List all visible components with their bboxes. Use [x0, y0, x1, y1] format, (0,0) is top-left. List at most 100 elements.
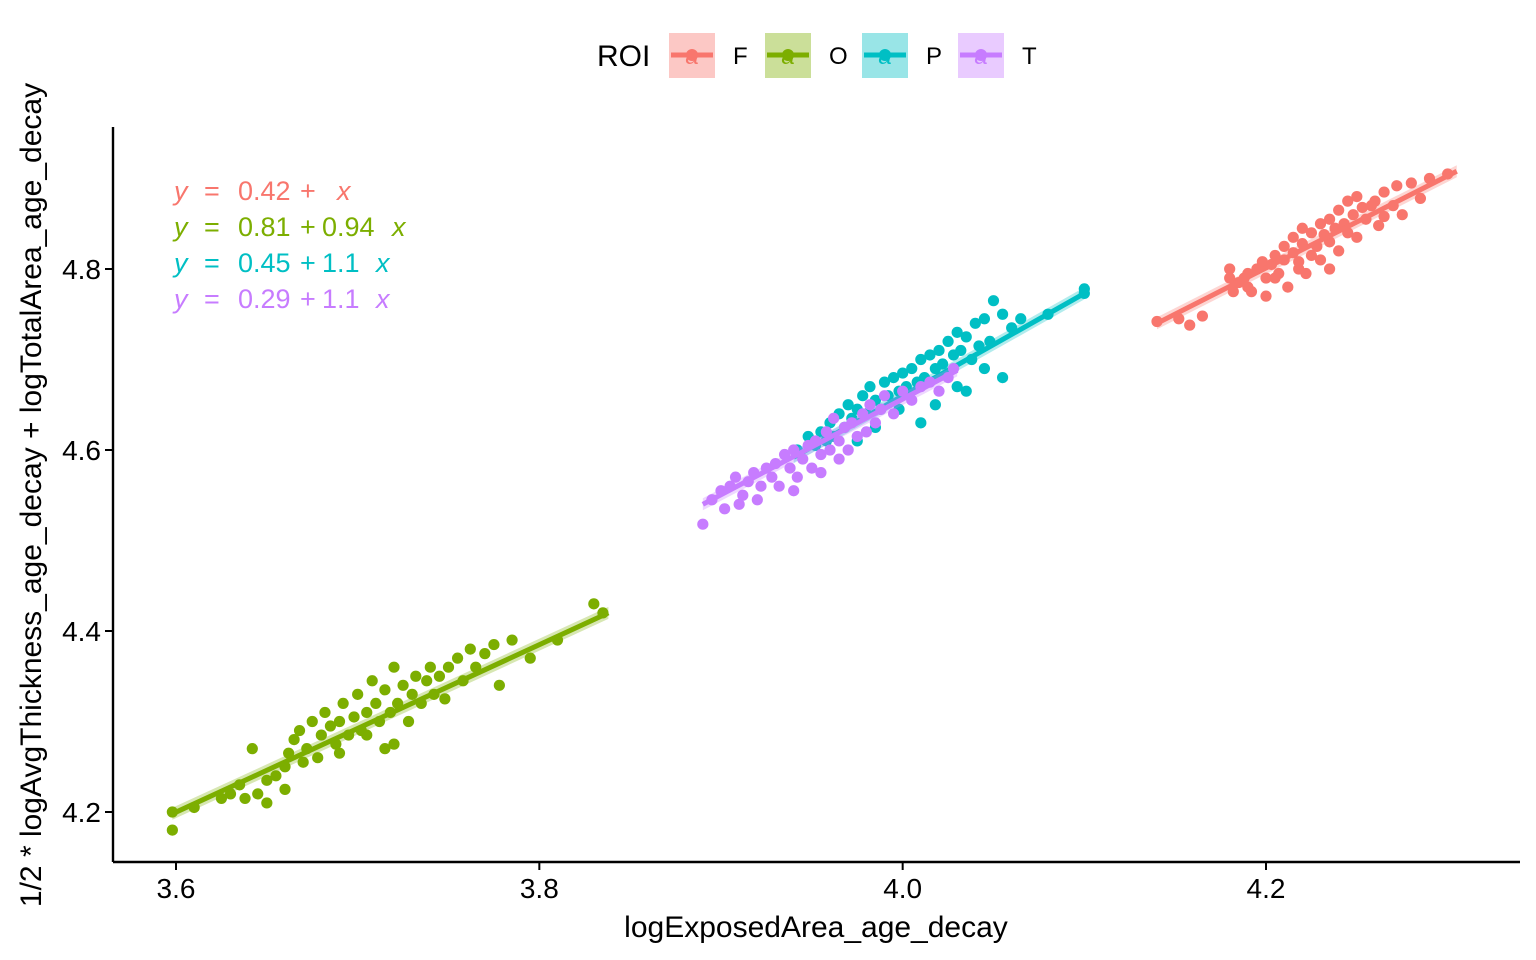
- x-tick-label: 3.6: [157, 873, 196, 904]
- point-T: [897, 385, 909, 397]
- series-T: [697, 362, 960, 530]
- legend-key-letter: a: [974, 43, 987, 70]
- point-T: [755, 480, 767, 492]
- point-P: [942, 335, 954, 347]
- axes: 3.6 3.8 4.0 4.2 4.2 4.4 4.6 4.8: [62, 127, 1520, 904]
- equation-eq: =: [204, 284, 220, 314]
- legend-key-point: [686, 49, 698, 61]
- point-T: [933, 385, 945, 397]
- point-O: [324, 720, 337, 732]
- point-P: [864, 381, 876, 393]
- point-F: [1282, 281, 1294, 293]
- regression-equations: y = 0.42 + x y = 0.81 +0.94 x y = 0.45 +1.1 x y = 0.29 +1.…: [172, 176, 407, 314]
- series-O: [166, 598, 610, 836]
- point-O: [252, 788, 264, 800]
- y-axis-title: 1/2 * logAvgThickness_age_decay + logTot…: [15, 83, 48, 907]
- point-O: [337, 697, 349, 710]
- equation-var: x: [390, 212, 407, 242]
- point-F: [1260, 290, 1272, 302]
- point-F: [1391, 180, 1403, 192]
- point-F: [1296, 222, 1308, 234]
- point-O: [293, 724, 306, 737]
- equation-slope: 1.1: [322, 284, 360, 314]
- point-O: [319, 706, 331, 719]
- point-T: [833, 435, 845, 447]
- point-P: [951, 326, 963, 338]
- equation-plus: +: [300, 248, 316, 278]
- point-O: [215, 792, 228, 805]
- point-O: [270, 770, 282, 782]
- point-F: [1369, 195, 1381, 207]
- point-P: [978, 362, 991, 375]
- point-O: [402, 715, 415, 728]
- point-T: [860, 426, 872, 438]
- point-O: [166, 824, 178, 836]
- point-F: [1305, 227, 1318, 239]
- point-O: [348, 711, 360, 723]
- point-P: [996, 372, 1009, 384]
- equation-intercept: 0.42: [238, 176, 291, 206]
- y-tick-label: 4.6: [62, 435, 101, 466]
- equation-var: x: [374, 248, 391, 278]
- point-F: [1351, 191, 1363, 203]
- legend-key-letter: a: [781, 43, 794, 70]
- equation-plus: +: [300, 284, 316, 314]
- point-F: [1224, 272, 1236, 284]
- point-O: [297, 756, 309, 768]
- point-F: [1245, 286, 1258, 298]
- point-T: [737, 489, 749, 501]
- point-T: [788, 485, 800, 497]
- legend-title: ROI: [597, 40, 650, 73]
- point-T: [869, 417, 882, 429]
- point-O: [361, 729, 373, 741]
- legend-label-O: O: [829, 43, 848, 70]
- legend-key-letter: a: [878, 43, 891, 70]
- legend-label-F: F: [733, 43, 748, 70]
- point-F: [1269, 272, 1281, 284]
- point-P: [887, 372, 900, 384]
- point-O: [406, 688, 418, 700]
- point-P: [933, 344, 945, 357]
- point-P: [987, 295, 1000, 307]
- equation-lhs: y: [172, 176, 189, 206]
- point-T: [878, 390, 891, 402]
- point-O: [421, 675, 433, 687]
- y-tick-label: 4.8: [62, 254, 101, 285]
- point-O: [288, 734, 300, 746]
- point-O: [410, 670, 422, 682]
- point-P: [915, 417, 927, 429]
- point-F: [1414, 192, 1427, 205]
- point-P: [960, 331, 972, 343]
- point-O: [588, 598, 600, 610]
- equation-plus: +: [300, 212, 316, 242]
- point-O: [261, 774, 273, 786]
- point-F: [1314, 254, 1327, 266]
- point-F: [1314, 218, 1327, 230]
- point-O: [333, 715, 346, 728]
- equation-O: y = 0.81 +0.94 x: [172, 212, 407, 242]
- equation-intercept: 0.45: [238, 248, 291, 278]
- point-O: [451, 652, 464, 664]
- point-P: [1015, 313, 1027, 325]
- point-O: [352, 688, 364, 700]
- point-O: [379, 743, 391, 755]
- legend-key-point: [782, 49, 794, 61]
- point-F: [1378, 186, 1390, 198]
- legend-key-point: [975, 49, 987, 61]
- point-F: [1378, 210, 1390, 223]
- x-tick-label: 4.0: [883, 873, 922, 904]
- x-tick-label: 4.2: [1247, 873, 1286, 904]
- point-P: [842, 399, 854, 411]
- equation-eq: =: [204, 176, 220, 206]
- point-O: [397, 679, 409, 691]
- point-F: [1351, 231, 1363, 243]
- point-F: [1347, 209, 1359, 221]
- point-F: [1323, 263, 1336, 275]
- point-O: [246, 743, 258, 755]
- point-T: [806, 462, 818, 474]
- point-T: [815, 467, 827, 479]
- point-T: [784, 462, 796, 474]
- point-O: [433, 670, 446, 682]
- y-ticks: 4.2 4.4 4.6 4.8: [62, 254, 113, 828]
